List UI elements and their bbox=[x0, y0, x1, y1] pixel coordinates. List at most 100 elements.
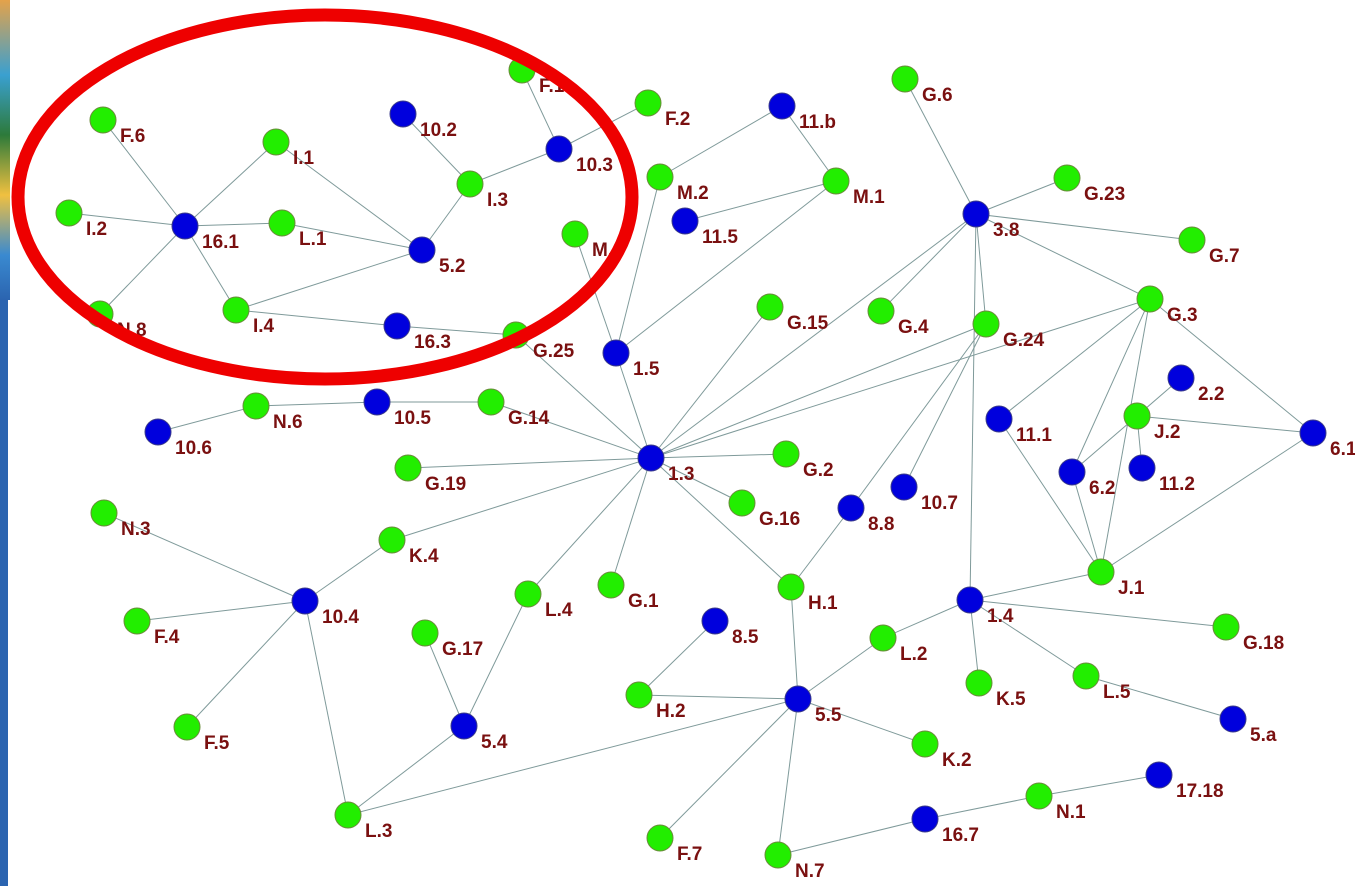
node-I.2 bbox=[55, 199, 83, 227]
node-N.6 bbox=[242, 392, 270, 420]
node-8.5 bbox=[701, 607, 729, 635]
node-11.b bbox=[768, 92, 796, 120]
edge-L.1-16.1 bbox=[184, 222, 283, 227]
node-layer bbox=[55, 56, 1327, 869]
node-label-10.7: 10.7 bbox=[921, 493, 958, 514]
edge-5.5-K.2 bbox=[797, 698, 926, 745]
edge-M.1-1.5 bbox=[615, 180, 837, 354]
node-label-J.2: J.2 bbox=[1154, 422, 1180, 443]
edge-G.3-3.8 bbox=[975, 213, 1151, 300]
edge-H.1-5.5 bbox=[790, 586, 799, 700]
edge-L.1-5.2 bbox=[281, 222, 423, 251]
edge-5.4-L.4 bbox=[463, 593, 529, 727]
node-16.3 bbox=[383, 312, 411, 340]
node-10.6 bbox=[144, 418, 172, 446]
edge-I.2-16.1 bbox=[68, 212, 186, 227]
edge-5.4-G.17 bbox=[424, 632, 465, 727]
node-H.2 bbox=[625, 681, 653, 709]
edge-G.3-6.2 bbox=[1071, 298, 1151, 473]
node-label-K.4: K.4 bbox=[409, 546, 439, 567]
edge-F.5-10.4 bbox=[186, 600, 306, 728]
node-10.5 bbox=[363, 388, 391, 416]
node-label-16.7: 16.7 bbox=[942, 825, 979, 846]
node-1.4 bbox=[956, 586, 984, 614]
node-G.2 bbox=[772, 440, 800, 468]
node-label-11.5: 11.5 bbox=[702, 227, 738, 248]
node-label-G.23: G.23 bbox=[1084, 184, 1125, 205]
node-11.2 bbox=[1128, 454, 1156, 482]
edge-G.2-1.3 bbox=[650, 453, 787, 459]
node-G.17 bbox=[411, 619, 439, 647]
node-label-M.1: M.1 bbox=[853, 187, 885, 208]
edge-10.6-N.6 bbox=[157, 405, 257, 433]
edge-10.4-L.3 bbox=[304, 600, 349, 816]
node-label-1.3: 1.3 bbox=[668, 464, 694, 485]
edge-H.1-1.3 bbox=[650, 457, 792, 588]
edge-I.4-16.3 bbox=[235, 309, 398, 327]
edge-L.4-1.3 bbox=[527, 457, 652, 595]
node-F.6 bbox=[89, 106, 117, 134]
node-label-11.1: 11.1 bbox=[1016, 425, 1052, 446]
node-label-N.1: N.1 bbox=[1056, 802, 1086, 823]
edge-L.5-5.a bbox=[1085, 675, 1234, 720]
node-label-1.4: 1.4 bbox=[987, 606, 1014, 627]
node-G.14 bbox=[477, 388, 505, 416]
node-label-G.1: G.1 bbox=[628, 591, 659, 612]
edge-5.5-F.7 bbox=[659, 698, 799, 839]
edge-F.4-10.4 bbox=[136, 600, 306, 622]
node-17.18 bbox=[1145, 761, 1173, 789]
edge-N.1-17.18 bbox=[1038, 774, 1160, 797]
node-8.8 bbox=[837, 494, 865, 522]
edge-1.4-L.2 bbox=[882, 599, 971, 639]
edge-L.2-5.5 bbox=[797, 637, 884, 700]
node-label-1.5: 1.5 bbox=[633, 359, 660, 380]
node-label-5.4: 5.4 bbox=[481, 732, 508, 753]
edge-G.3-1.3 bbox=[650, 298, 1151, 459]
node-label-F.5: F.5 bbox=[204, 733, 230, 754]
edge-K.4-10.4 bbox=[304, 539, 393, 602]
edge-I.3-5.2 bbox=[421, 183, 471, 251]
node-label-3.8: 3.8 bbox=[993, 220, 1019, 241]
node-N.1 bbox=[1025, 782, 1053, 810]
node-2.2 bbox=[1167, 364, 1195, 392]
node-label-2.2: 2.2 bbox=[1198, 384, 1224, 405]
node-label-G.19: G.19 bbox=[425, 474, 466, 495]
node-label-8.8: 8.8 bbox=[868, 514, 894, 535]
edge-N.7-16.7 bbox=[777, 818, 926, 856]
node-label-I.2: I.2 bbox=[86, 219, 107, 240]
label-layer: F.1F.210.2 11.bG.6F.6I.1 10.3M.2I.3 M.1 G.23… bbox=[86, 76, 1355, 882]
edge-J.2-6.2 bbox=[1071, 415, 1138, 473]
edge-11.1-J.1 bbox=[998, 418, 1102, 573]
node-label-G.4: G.4 bbox=[898, 317, 929, 338]
node-M.1 bbox=[822, 167, 850, 195]
node-label-K.2: K.2 bbox=[942, 750, 972, 771]
edge-G.24-3.8 bbox=[975, 213, 987, 325]
node-label-G.14: G.14 bbox=[508, 408, 550, 429]
edge-N.3-10.4 bbox=[103, 512, 306, 602]
node-label-G.17: G.17 bbox=[442, 639, 483, 660]
node-5.4 bbox=[450, 712, 478, 740]
node-label-N.6: N.6 bbox=[273, 412, 303, 433]
node-10.2 bbox=[389, 100, 417, 128]
edge-I.3-10.3 bbox=[469, 148, 560, 185]
edge-I.1-5.2 bbox=[275, 141, 423, 251]
node-label-10.6: 10.6 bbox=[175, 438, 212, 459]
node-label-N.3: N.3 bbox=[121, 519, 151, 540]
edge-N.6-10.5 bbox=[255, 401, 378, 407]
node-label-5.5: 5.5 bbox=[815, 705, 842, 726]
node-label-10.2: 10.2 bbox=[420, 120, 457, 141]
edge-5.5-N.7 bbox=[777, 698, 799, 856]
node-F.5 bbox=[173, 713, 201, 741]
edge-G.24-8.8 bbox=[850, 323, 987, 509]
node-label-G.7: G.7 bbox=[1209, 246, 1240, 267]
edge-3.8-1.4 bbox=[969, 213, 977, 601]
left-edge-strip bbox=[0, 0, 8, 886]
node-L.2 bbox=[869, 624, 897, 652]
node-label-F.2: F.2 bbox=[665, 109, 690, 130]
node-label-L.1: L.1 bbox=[299, 229, 327, 250]
edge-G.16-1.3 bbox=[650, 457, 743, 504]
node-I.4 bbox=[222, 296, 250, 324]
edge-G.7-3.8 bbox=[975, 213, 1193, 241]
node-6.1 bbox=[1299, 419, 1327, 447]
edge-3.8-1.3 bbox=[650, 213, 977, 459]
